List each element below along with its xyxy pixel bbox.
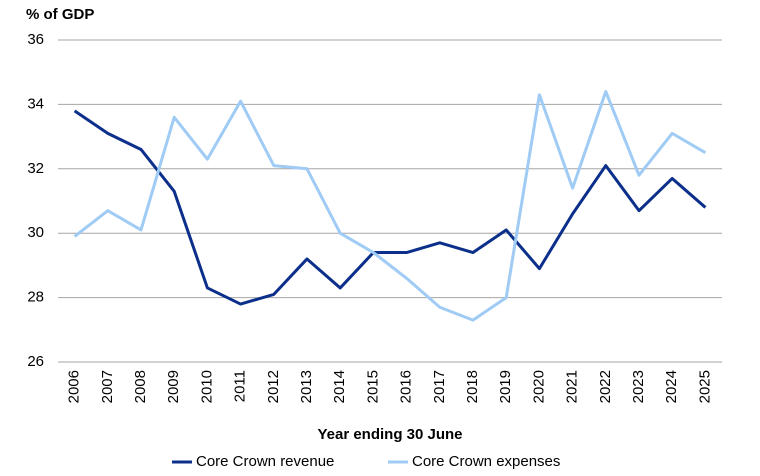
x-tick-label: 2025: [696, 370, 713, 403]
x-tick-label: 2018: [464, 370, 481, 403]
series-line: [73, 109, 707, 306]
series-line: [73, 90, 707, 322]
x-tick-label: 2019: [497, 370, 514, 403]
legend-label: Core Crown expenses: [412, 453, 560, 470]
x-tick-label: 2014: [331, 370, 348, 403]
x-tick-label: 2015: [364, 370, 381, 403]
legend-label: Core Crown revenue: [196, 453, 334, 470]
x-tick-label: 2013: [298, 370, 315, 403]
y-axis-title: % of GDP: [26, 6, 94, 23]
x-tick-label: 2021: [564, 370, 581, 403]
x-tick-label: 2022: [597, 370, 614, 403]
x-tick-label: 2024: [663, 370, 680, 403]
x-tick-label: 2023: [630, 370, 647, 403]
x-tick-label: 2020: [530, 370, 547, 403]
y-tick-label: 32: [27, 160, 44, 177]
x-tick-label: 2012: [265, 370, 282, 403]
x-tick-label: 2007: [99, 370, 116, 403]
x-axis-title: Year ending 30 June: [317, 426, 462, 443]
y-tick-label: 30: [27, 224, 44, 241]
y-tick-label: 34: [27, 95, 44, 112]
x-tick-label: 2009: [165, 370, 182, 403]
y-tick-label: 26: [27, 353, 44, 370]
x-tick-label: 2016: [398, 370, 415, 403]
x-tick-label: 2006: [66, 370, 83, 403]
x-tick-label: 2010: [198, 370, 215, 403]
x-tick-label: 2017: [431, 370, 448, 403]
y-tick-label: 36: [27, 31, 44, 48]
x-tick-label: 2011: [232, 370, 249, 402]
x-tick-label: 2008: [132, 370, 149, 403]
y-tick-label: 28: [27, 289, 44, 306]
